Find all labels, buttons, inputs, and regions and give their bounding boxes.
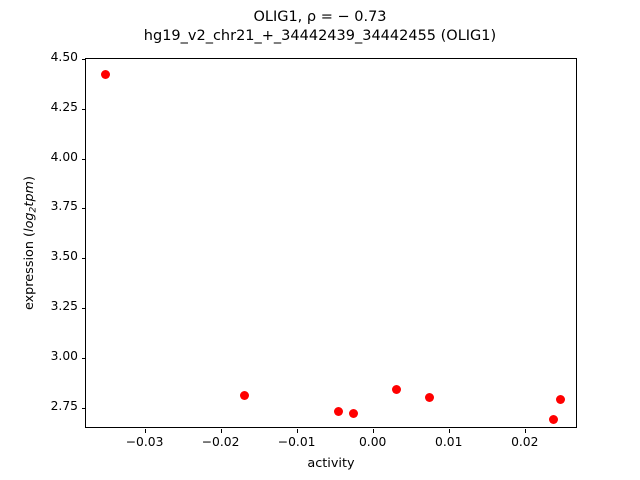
data-point-marker bbox=[549, 415, 559, 425]
data-point-marker bbox=[240, 391, 250, 401]
y-axis-tick bbox=[82, 357, 86, 359]
y-axis-tick bbox=[82, 208, 86, 210]
x-axis-tick-label: −0.01 bbox=[277, 435, 316, 449]
chart-title-line-2: hg19_v2_chr21_+_34442439_34442455 (OLIG1… bbox=[143, 28, 497, 44]
x-axis-label: activity bbox=[307, 456, 355, 471]
y-axis-tick-label-text: 4.25 bbox=[50, 99, 78, 114]
y-axis-tick bbox=[82, 158, 86, 160]
x-axis-tick-label: −0.02 bbox=[201, 435, 240, 449]
data-point-marker bbox=[391, 385, 401, 395]
y-axis-tick bbox=[82, 108, 86, 110]
x-axis-tick-label: 0.00 bbox=[358, 435, 387, 449]
y-axis-tick bbox=[82, 258, 86, 260]
plot-area bbox=[86, 59, 576, 427]
y-axis-tick-label-text: 3.00 bbox=[50, 348, 78, 363]
y-axis-tick-label-text: 4.00 bbox=[50, 149, 78, 164]
data-point-marker bbox=[349, 409, 359, 419]
x-axis-tick-label: 0.01 bbox=[435, 435, 463, 449]
data-point-marker bbox=[101, 70, 111, 80]
plot-axes: −0.03 −0.02 −0.01 0.00 0.01 0.02 2.75 3.00 3.25 3… bbox=[51, 50, 577, 449]
y-axis-tick-label-text: 3.25 bbox=[50, 299, 78, 313]
y-axis-tick bbox=[82, 308, 86, 310]
y-axis-tick bbox=[82, 59, 86, 61]
y-axis-tick-label-text: 3.50 bbox=[50, 249, 78, 264]
y-axis-tick bbox=[82, 407, 86, 409]
x-axis-tick bbox=[448, 429, 450, 433]
x-axis-tick bbox=[524, 429, 526, 433]
data-point-marker bbox=[333, 407, 343, 417]
x-axis-tick-label: 0.02 bbox=[511, 435, 539, 449]
x-axis-tick bbox=[296, 429, 298, 433]
x-axis-tick bbox=[220, 429, 222, 433]
data-point-marker bbox=[425, 393, 435, 403]
x-axis-tick-label: −0.03 bbox=[125, 435, 164, 449]
y-axis-tick-label-text: 4.50 bbox=[50, 50, 78, 64]
x-axis-tick bbox=[372, 429, 374, 433]
y-axis-label: expression (log2tpm) bbox=[22, 58, 40, 428]
chart-title: OLIG1, ρ = − 0.73 hg19_v2_chr21_+_344424… bbox=[0, 8, 640, 46]
y-axis-tick-label-text: 2.75 bbox=[50, 398, 78, 413]
chart-title-line-1: OLIG1, ρ = − 0.73 bbox=[253, 9, 387, 25]
y-axis-label-text: expression (log2tpm) bbox=[22, 175, 39, 311]
x-axis-tick bbox=[144, 429, 146, 433]
y-axis-tick-label-text: 3.75 bbox=[50, 199, 78, 214]
data-point-marker bbox=[556, 395, 565, 405]
